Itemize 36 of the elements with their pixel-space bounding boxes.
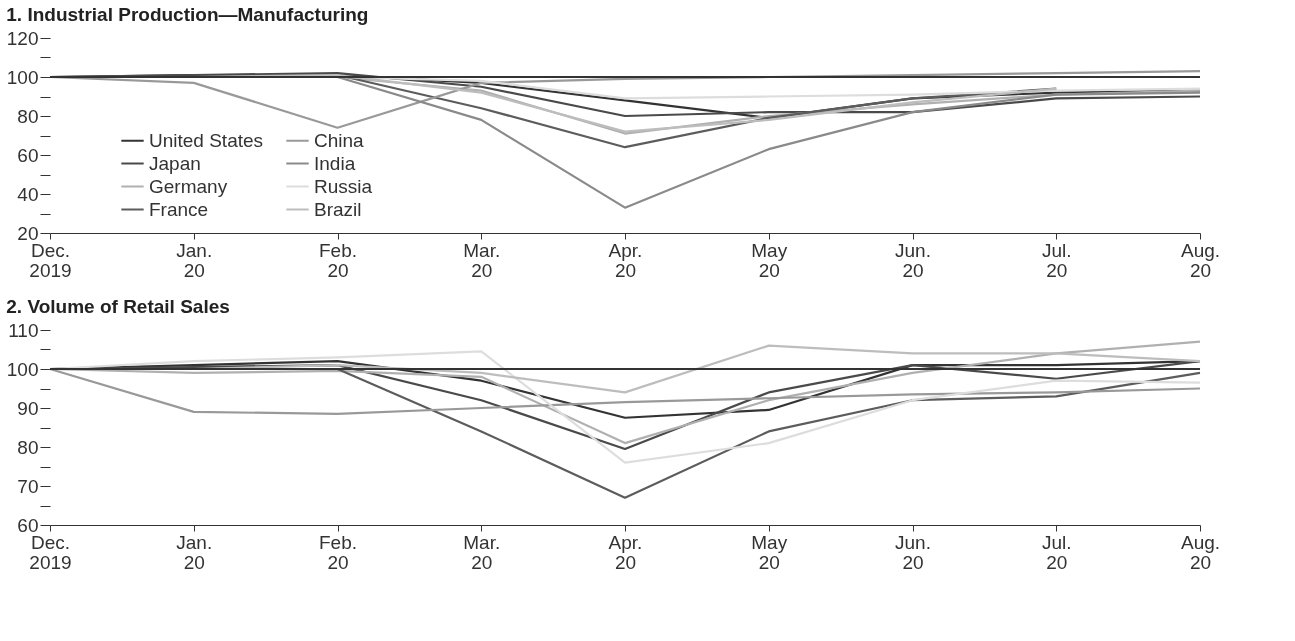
legend-label: Japan — [149, 152, 201, 174]
x-tick-label: Jun. 20 — [895, 239, 931, 281]
x-tick-label: Aug. 20 — [1180, 239, 1221, 281]
legend-label: Germany — [149, 175, 228, 197]
legend-label: China — [314, 129, 365, 151]
y-tick-label: 80 — [17, 105, 39, 127]
x-tick-label: Mar. 20 — [463, 239, 501, 281]
x-tick-label: Mar. 20 — [463, 531, 501, 573]
legend-label: India — [314, 152, 356, 174]
legend-label: United States — [149, 129, 264, 151]
x-tick-label: May 20 — [751, 239, 788, 281]
y-tick-label: 70 — [17, 475, 39, 497]
legend-label: France — [149, 198, 209, 220]
y-tick-label: 40 — [17, 183, 39, 205]
chart-title: 2. Volume of Retail Sales — [6, 296, 230, 317]
chart-title: 1. Industrial Production—Manufacturing — [6, 4, 369, 25]
x-tick-label: Aug. 20 — [1180, 531, 1221, 573]
y-tick-label: 80 — [17, 436, 39, 458]
x-tick-label: Feb. 20 — [318, 239, 358, 281]
x-tick-label: Jan. 20 — [176, 531, 213, 573]
y-tick-label: 100 — [6, 66, 39, 88]
x-tick-label: Jul. 20 — [1041, 531, 1072, 573]
legend-label: Russia — [314, 175, 373, 197]
legend-label: Brazil — [314, 198, 362, 220]
y-tick-label: 60 — [17, 144, 39, 166]
x-tick-label: Apr. 20 — [608, 239, 643, 281]
y-tick-label: 120 — [6, 27, 39, 49]
x-tick-label: May 20 — [751, 531, 788, 573]
x-tick-label: Jan. 20 — [176, 239, 213, 281]
x-tick-label: Feb. 20 — [318, 531, 358, 573]
x-tick-label: Jun. 20 — [895, 531, 931, 573]
y-tick-label: 110 — [8, 319, 39, 341]
x-tick-label: Apr. 20 — [608, 531, 643, 573]
y-tick-label: 100 — [6, 358, 39, 380]
y-tick-label: 90 — [17, 397, 39, 419]
x-tick-label: Jul. 20 — [1041, 239, 1072, 281]
